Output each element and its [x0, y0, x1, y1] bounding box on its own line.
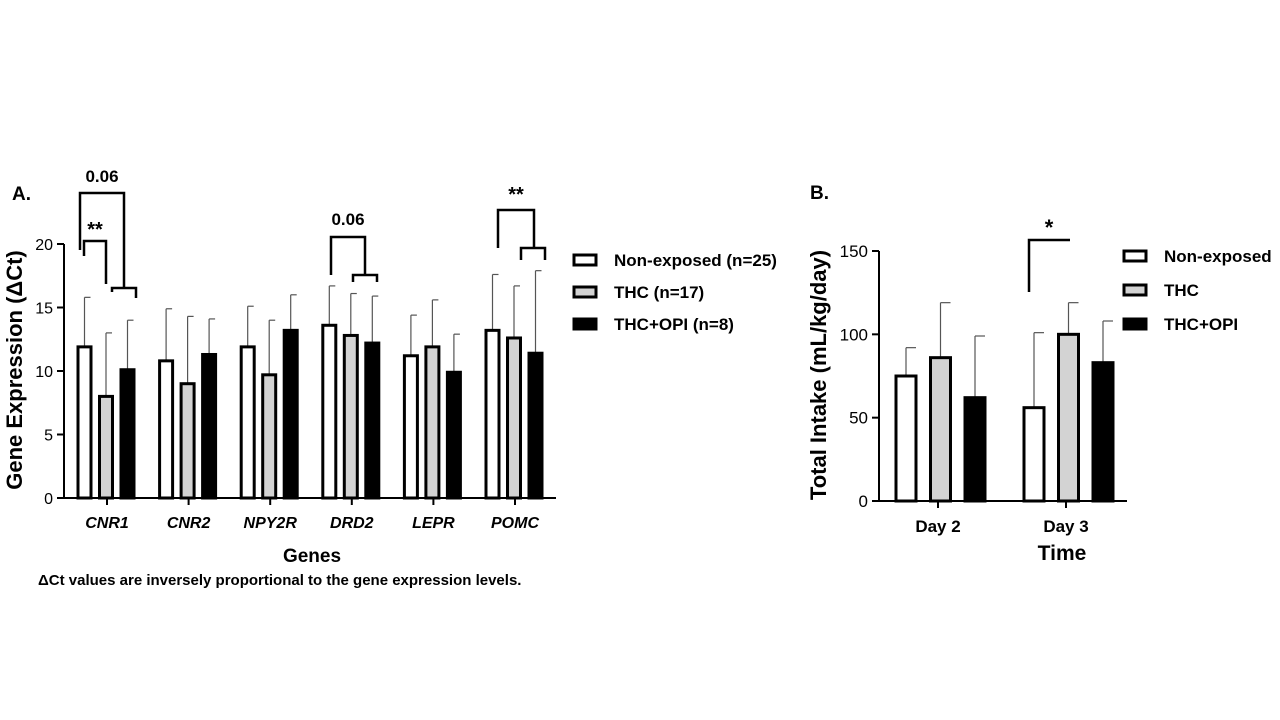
- bar: [402, 354, 419, 500]
- significance-bracket: [351, 273, 379, 282]
- bar: [158, 359, 175, 500]
- x-tick-label: Day 3: [1043, 517, 1088, 536]
- y-tick-label: 15: [35, 301, 53, 318]
- x-tick-label: NPY2R: [244, 515, 298, 532]
- y-tick-label: 50: [849, 409, 868, 428]
- x-tick-label: DRD2: [330, 515, 374, 532]
- y-tick-label: 5: [44, 428, 53, 445]
- bar: [98, 394, 114, 500]
- x-tick-label: CNR2: [167, 515, 211, 532]
- bar: [894, 374, 918, 503]
- y-tick-label: 20: [35, 237, 53, 254]
- bar: [76, 345, 93, 500]
- annotation-text: **: [87, 219, 103, 241]
- x-tick-label: Day 2: [915, 517, 960, 536]
- bar: [445, 370, 462, 500]
- legend-label: Non-exposed (n=25): [614, 251, 777, 270]
- significance-bracket: [329, 235, 367, 275]
- annotation-text: 0.06: [331, 210, 364, 229]
- bar: [527, 351, 544, 500]
- bar: [484, 328, 501, 500]
- significance-bracket: [78, 191, 126, 288]
- panel-a-label: A.: [12, 184, 31, 205]
- bar: [321, 323, 338, 500]
- panel-a-plot: 0 5 10 15 20 CNR1 CNR2 NPY2R DRD2 LEPR POMC Non-exp…: [35, 167, 777, 532]
- legend-label: THC: [1164, 281, 1199, 300]
- bar: [506, 336, 522, 500]
- bar: [201, 352, 218, 500]
- legend-label: THC (n=17): [614, 283, 704, 302]
- panel-a-xlabel: Genes: [283, 546, 341, 567]
- bar: [342, 333, 359, 500]
- annotation-text: *: [1045, 215, 1054, 240]
- panel-b-xlabel: Time: [1038, 542, 1087, 565]
- annotation-text: 0.06: [85, 167, 118, 186]
- significance-bracket: [519, 246, 547, 260]
- significance-bracket: [110, 286, 138, 298]
- y-tick-label: 150: [840, 242, 868, 261]
- x-tick-label: CNR1: [85, 515, 129, 532]
- annotation-text: **: [508, 184, 524, 206]
- x-tick-label: POMC: [491, 515, 539, 532]
- panel-a-footnote: ΔCt values are inversely proportional to…: [38, 572, 521, 589]
- legend-swatch: [572, 317, 598, 331]
- bar: [364, 341, 381, 500]
- x-tick-label: LEPR: [412, 515, 455, 532]
- y-tick-label: 100: [840, 325, 868, 344]
- legend-swatch: [1122, 283, 1148, 297]
- bar: [179, 382, 196, 500]
- bar: [282, 328, 299, 500]
- significance-bracket: [496, 208, 536, 248]
- legend-swatch: [1122, 249, 1148, 263]
- y-tick-label: 0: [44, 491, 53, 508]
- bar: [261, 373, 278, 500]
- significance-bracket: [1027, 238, 1070, 292]
- bar: [963, 396, 987, 503]
- panel-b-ylabel: Total Intake (mL/kg/day): [806, 250, 831, 500]
- legend-label: THC+OPI: [1164, 315, 1238, 334]
- legend-label: Non-exposed: [1164, 247, 1272, 266]
- panel-a-ylabel: Gene Expression (ΔCt): [2, 250, 27, 490]
- legend-swatch: [572, 253, 598, 267]
- bar: [119, 368, 136, 500]
- y-tick-label: 0: [859, 492, 868, 511]
- legend-swatch: [572, 285, 598, 299]
- legend-label: THC+OPI (n=8): [614, 315, 734, 334]
- bar: [1057, 332, 1080, 503]
- significance-bracket: [82, 239, 108, 284]
- bar: [929, 356, 952, 503]
- bar: [424, 345, 441, 500]
- bar: [239, 345, 256, 500]
- y-tick-label: 10: [35, 364, 53, 381]
- bar: [1022, 406, 1046, 503]
- panel-b-label: B.: [810, 183, 829, 204]
- bar: [1091, 361, 1115, 503]
- legend-swatch: [1122, 317, 1148, 331]
- panel-b-plot: 0 50 100 150 Day 2 Day 3 Non-exposed THC THC+OPI…: [840, 215, 1272, 536]
